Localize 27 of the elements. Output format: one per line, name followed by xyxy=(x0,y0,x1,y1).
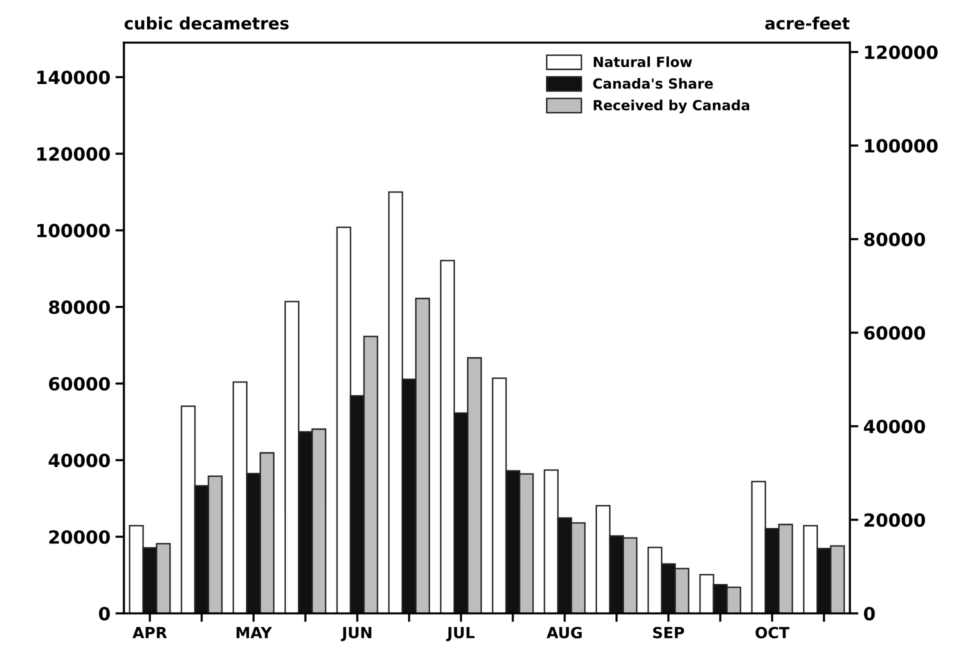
y-tick-label: 60000 xyxy=(49,377,110,391)
legend-label: Canada's Share xyxy=(593,78,713,89)
y-tick-label: 20000 xyxy=(49,530,110,544)
legend-label: Natural Flow xyxy=(594,56,692,68)
y-tick-label: 100000 xyxy=(37,224,110,238)
y2-tick-label: 20000 xyxy=(864,513,926,527)
x-tick-label: JUL xyxy=(446,627,474,642)
x-tick-label: JUN xyxy=(340,627,372,642)
y2-tick-label: 60000 xyxy=(864,326,926,340)
y-tick-label: 80000 xyxy=(49,300,110,314)
x-tick-label: OCT xyxy=(756,626,790,638)
y-axis-title: cubic decametres xyxy=(124,16,289,30)
y-tick-label: 40000 xyxy=(48,454,110,468)
y-tick-label: 0 xyxy=(99,606,110,620)
x-tick-label: AUG xyxy=(546,626,582,638)
x-tick-label: APR xyxy=(132,627,167,638)
y2-axis-title: acre-feet xyxy=(765,16,850,30)
y2-tick-label: 120000 xyxy=(865,45,938,60)
x-tick-label: MAY xyxy=(236,627,272,638)
x-tick-label: SEP xyxy=(653,626,684,638)
legend-label: Received by Canada xyxy=(594,100,750,114)
y2-tick-label: 100000 xyxy=(865,139,938,153)
y2-tick-label: 40000 xyxy=(864,420,926,434)
y2-tick-label: 0 xyxy=(864,606,875,620)
y-tick-label: 120000 xyxy=(37,147,110,161)
y2-tick-label: 80000 xyxy=(864,232,926,246)
y-tick-label: 140000 xyxy=(37,70,110,84)
